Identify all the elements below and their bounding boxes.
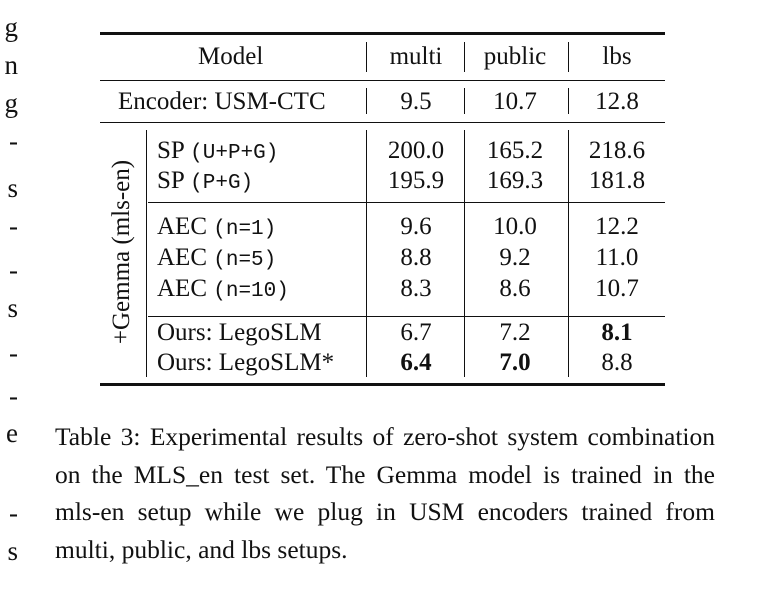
vrule-col1: [366, 130, 368, 377]
fragment: -: [9, 211, 18, 241]
cell-multi: 8.8: [400, 244, 432, 271]
row-config: (n=1): [213, 218, 277, 241]
bottom-rule: [100, 383, 665, 386]
row-config: (n=10): [213, 280, 289, 303]
encoder-public: 10.7: [493, 88, 537, 115]
cell-public: 169.3: [486, 167, 544, 194]
cell-lbs-best: 8.1: [601, 319, 633, 346]
cell-multi: 9.6: [400, 213, 432, 240]
row-name: AEC (n=10): [157, 275, 289, 303]
fragment: -: [9, 498, 18, 528]
encoder-label: Encoder: USM-CTC: [118, 88, 326, 115]
fragment: s: [7, 293, 18, 323]
cell-lbs: 11.0: [595, 244, 639, 271]
vrule-col3: [568, 42, 570, 72]
cell-public: 165.2: [486, 137, 544, 164]
encoder-rule: [100, 122, 665, 124]
vrule-group: [146, 130, 148, 377]
vrule-col2: [464, 130, 466, 377]
row-name: Ours: LegoSLM*: [157, 349, 335, 376]
fragment: -: [9, 338, 18, 368]
row-name: AEC (n=5): [157, 244, 277, 272]
vrule-col2: [464, 88, 466, 114]
row-name: Ours: LegoSLM: [157, 319, 322, 346]
results-table: Model multi public lbs Encoder: USM-CTC …: [100, 32, 665, 388]
encoder-lbs: 12.8: [595, 88, 639, 115]
sp-rule: [148, 202, 665, 204]
fragment: g: [4, 88, 19, 118]
cell-public: 10.0: [493, 213, 537, 240]
cell-multi: 195.9: [387, 167, 445, 194]
cell-multi: 8.3: [400, 275, 432, 302]
vrule-col1: [366, 42, 368, 72]
fragment: -: [9, 126, 18, 156]
row-name: SP (P+G): [157, 167, 254, 195]
cell-lbs: 12.2: [595, 213, 639, 240]
cell-multi-best: 6.4: [400, 349, 432, 376]
cell-lbs: 10.7: [595, 275, 639, 302]
cell-public: 8.6: [499, 275, 531, 302]
header-public: public: [483, 43, 547, 70]
fragment: -: [9, 381, 18, 411]
cell-public-best: 7.0: [499, 349, 531, 376]
vrule-col2: [464, 42, 466, 72]
cell-public: 9.2: [499, 244, 531, 271]
fragment: e: [6, 418, 18, 448]
header-lbs: lbs: [602, 43, 632, 70]
cell-lbs: 218.6: [588, 137, 646, 164]
cell-multi: 200.0: [387, 137, 445, 164]
cell-multi: 6.7: [400, 319, 432, 346]
encoder-multi: 9.5: [400, 88, 432, 115]
header-model: Model: [198, 43, 264, 70]
left-column-fragments: g n g - s - - s - - e - s: [0, 0, 24, 589]
fragment: s: [7, 536, 18, 566]
row-name: AEC (n=1): [157, 213, 277, 241]
top-rule: [100, 32, 665, 35]
header-multi: multi: [389, 43, 443, 70]
fragment: -: [9, 255, 18, 285]
fragment: s: [7, 173, 18, 203]
row-config: (n=5): [213, 249, 277, 272]
header-rule: [100, 80, 665, 82]
table-caption: Table 3: Experimental results of zero-sh…: [55, 418, 715, 568]
vrule-col1: [366, 88, 368, 114]
row-name: SP (U+P+G): [157, 137, 279, 165]
fragment: g: [4, 12, 19, 42]
row-config: (P+G): [190, 172, 254, 195]
row-config: (U+P+G): [190, 142, 279, 165]
fragment: n: [4, 50, 19, 80]
cell-public: 7.2: [499, 319, 531, 346]
aec-rule: [148, 316, 665, 318]
group-label: +Gemma (mls-en): [108, 159, 135, 345]
cell-lbs: 8.8: [601, 349, 633, 376]
vrule-col3: [568, 88, 570, 114]
cell-lbs: 181.8: [588, 167, 646, 194]
vrule-col3: [568, 130, 570, 377]
caption-text: Table 3: Experimental results of zero-sh…: [55, 422, 715, 564]
